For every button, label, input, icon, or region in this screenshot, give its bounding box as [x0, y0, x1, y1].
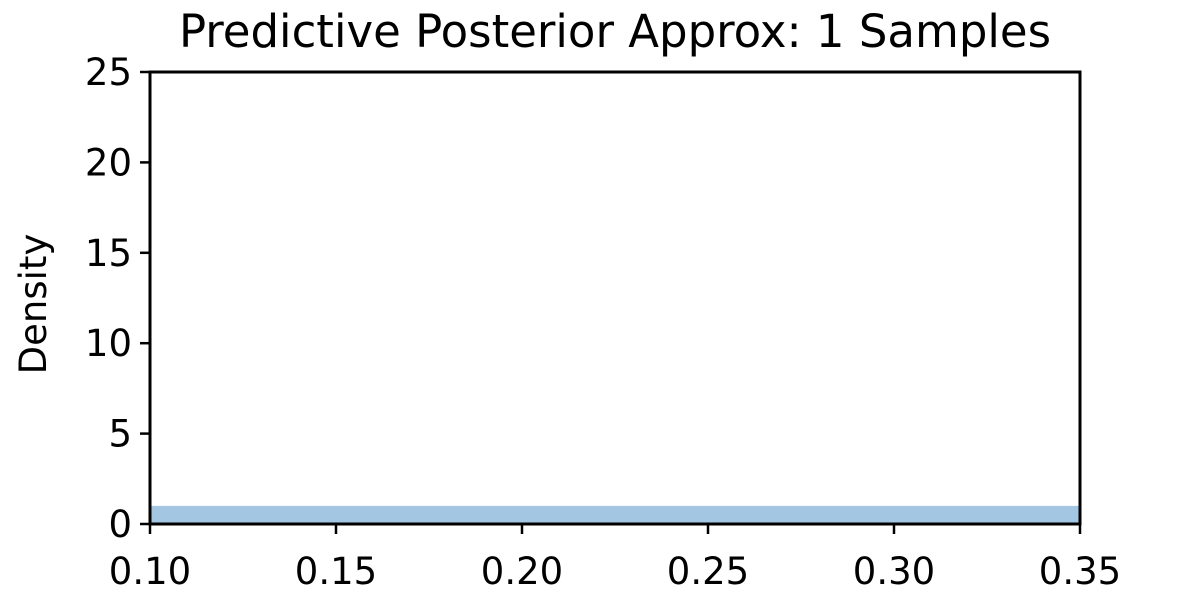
x-tick-label: 0.35 — [1039, 550, 1121, 593]
y-tick-label: 20 — [85, 141, 132, 184]
plot-frame — [148, 70, 1082, 526]
y-tick-label: 0 — [108, 503, 132, 546]
x-tick-label: 0.15 — [295, 550, 377, 593]
x-tick-label: 0.25 — [667, 550, 749, 593]
plot-area — [150, 505, 1080, 524]
y-tick-label: 15 — [85, 232, 132, 275]
chart-title: Predictive Posterior Approx: 1 Samples — [179, 5, 1051, 58]
x-axis: 0.10 0.15 0.20 0.25 0.30 0.35 — [109, 524, 1121, 593]
x-tick-label: 0.20 — [481, 550, 563, 593]
y-axis-label: Density — [12, 234, 55, 375]
y-tick-label: 5 — [108, 413, 132, 456]
y-tick-label: 10 — [85, 322, 132, 365]
y-axis: 0 5 10 15 20 25 — [85, 51, 150, 546]
y-tick-label: 25 — [85, 51, 132, 94]
x-tick-label: 0.30 — [853, 550, 935, 593]
x-tick-label: 0.10 — [109, 550, 191, 593]
density-area-0 — [150, 505, 1080, 524]
